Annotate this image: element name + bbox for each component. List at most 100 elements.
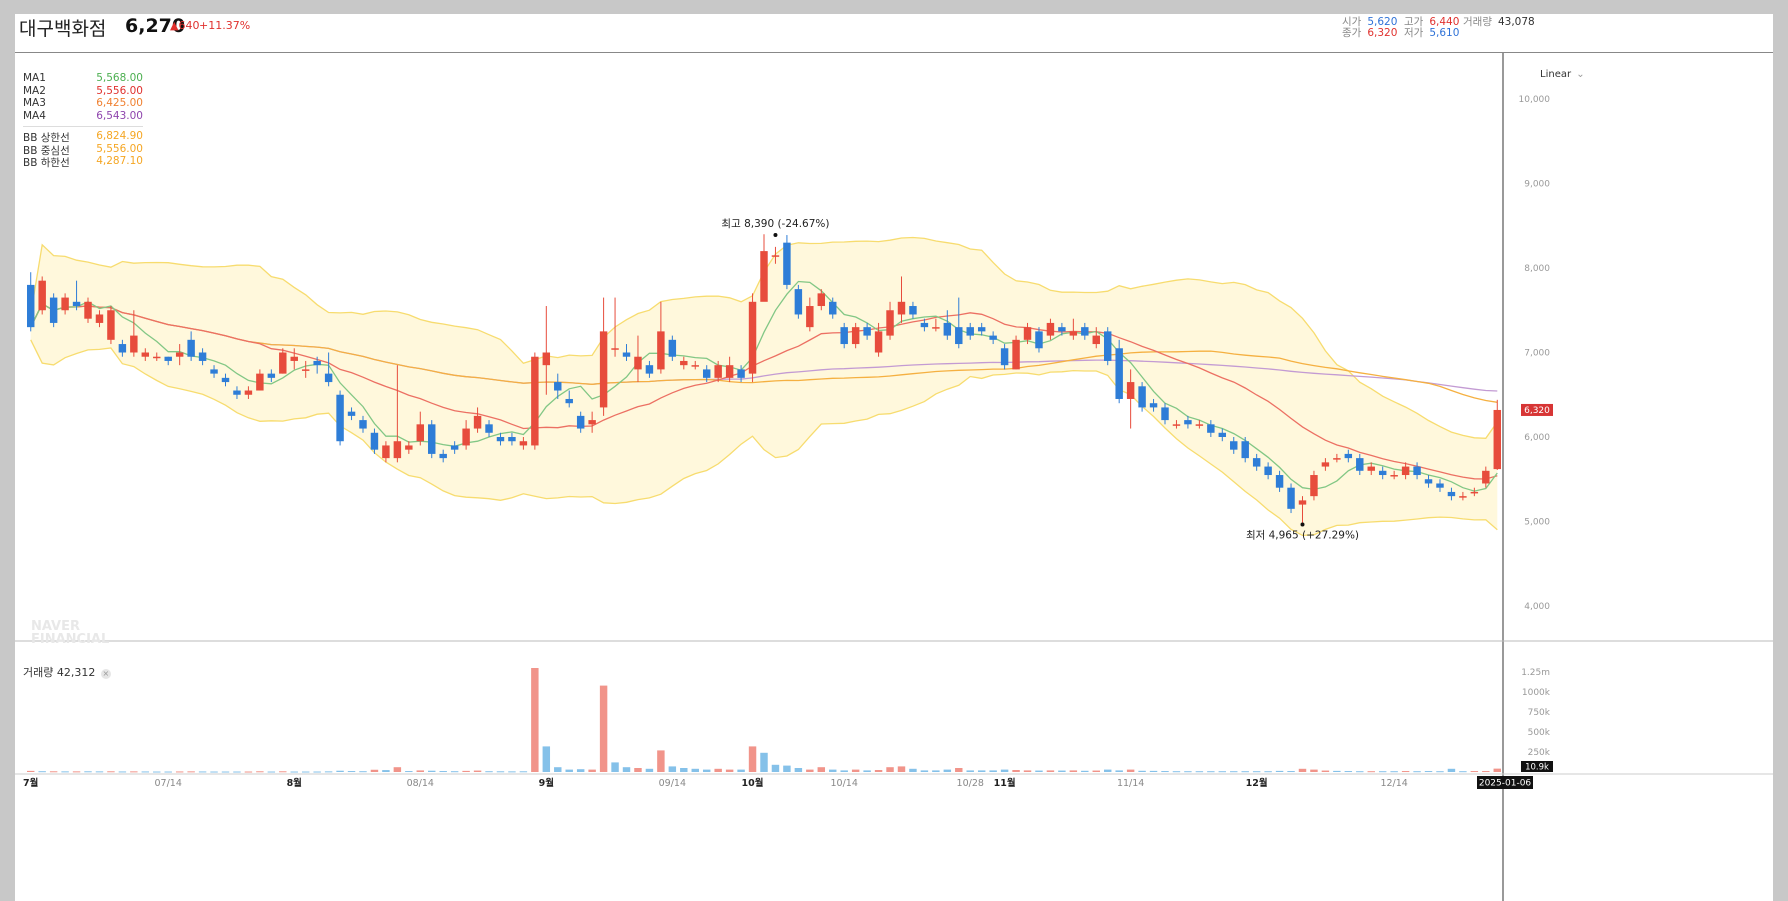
candle (175, 352, 184, 357)
candle (1401, 466, 1410, 476)
annotation-label: 최고 8,390 (-24.67%) (721, 218, 829, 230)
volume-bar (897, 766, 906, 772)
volume-bar (1287, 771, 1295, 773)
volume-bar (851, 769, 860, 772)
volume-bar (27, 770, 35, 772)
candle (634, 356, 642, 370)
candle (783, 242, 791, 285)
volume-bar (668, 766, 677, 772)
volume-bar (405, 771, 413, 773)
candle (1000, 348, 1009, 366)
candle (1264, 466, 1272, 476)
volume-bar (1436, 771, 1444, 773)
candle (645, 365, 654, 374)
volume-bar (290, 771, 298, 773)
volume-bar (450, 771, 459, 773)
candle (393, 441, 402, 459)
volume-bar (1138, 770, 1146, 772)
volume-bar (1241, 771, 1249, 773)
candle (279, 352, 287, 374)
candle (221, 377, 230, 383)
x-tick-label: 9월 (539, 777, 554, 789)
volume-bar (496, 771, 505, 773)
bb-lower-line (30, 339, 1498, 537)
candle (1390, 475, 1398, 477)
candle (301, 369, 310, 371)
volume-bar (1344, 771, 1353, 773)
candle (370, 432, 379, 450)
candle (1138, 386, 1146, 408)
volume-bar (1459, 771, 1467, 773)
candle (244, 390, 253, 395)
candle (439, 453, 447, 459)
chart-window: 대구백화점 6,270 ▲640 +11.37% 시가 5,620 고가 6,440 거… (15, 14, 1773, 901)
candle (702, 369, 711, 378)
volume-bar (1081, 770, 1089, 772)
candle (416, 424, 425, 442)
candle (107, 310, 115, 340)
price-chart[interactable]: 최고 8,390 (-24.67%) 최저 4,965 (+27.29%) 4,00… (15, 14, 1773, 901)
candle (1218, 432, 1227, 437)
candle (1321, 462, 1330, 467)
candle (599, 331, 608, 408)
volume-bar (1310, 769, 1318, 772)
candle (1275, 475, 1284, 488)
stock-name: 대구백화점 (19, 18, 107, 40)
candle (909, 306, 917, 315)
candle (405, 445, 413, 450)
candle (95, 314, 104, 323)
ohlc-item: 저가 5,610 (1404, 27, 1460, 39)
scale-mode-button[interactable]: Linear ⌄ (1540, 69, 1585, 80)
candle (1161, 407, 1169, 421)
volume-bar (783, 765, 791, 772)
volume-bar (691, 768, 699, 772)
candle (1103, 331, 1112, 361)
price-change-percent: +11.37% (199, 19, 251, 32)
candle (725, 365, 734, 378)
candle (622, 352, 631, 357)
volume-tick-label: 1.25m (1521, 668, 1550, 678)
volume-bar (72, 771, 81, 773)
volume-tag-text: 10.9k (1525, 763, 1549, 773)
volume-bar (920, 770, 929, 772)
y-tick-label: 6,000 (1524, 433, 1550, 443)
candle (840, 327, 848, 345)
volume-bar (130, 771, 138, 773)
candle (1413, 466, 1421, 476)
volume-bar (1035, 770, 1043, 772)
volume-bar (324, 771, 333, 773)
volume-bar (714, 768, 722, 772)
volume-bar (1184, 771, 1192, 773)
close-icon[interactable]: × (100, 669, 111, 679)
volume-bar (187, 771, 195, 773)
volume-bar (1230, 771, 1238, 773)
candle (210, 369, 218, 374)
annotation-dot (773, 233, 778, 238)
candle (38, 280, 46, 311)
candle (1287, 487, 1295, 509)
candle (1069, 331, 1078, 336)
x-tick-label: 10/28 (957, 778, 984, 789)
candle (794, 289, 803, 315)
ma3-line (30, 302, 1498, 403)
candle (863, 327, 871, 336)
volume-bar (989, 770, 997, 772)
volume-bar (153, 771, 161, 773)
volume-bar (164, 771, 172, 773)
x-tick-label: 8월 (287, 777, 302, 789)
candle (1470, 491, 1479, 494)
volume-bar (118, 771, 127, 773)
candle (897, 301, 906, 315)
candle (1023, 327, 1032, 340)
candle (817, 293, 826, 307)
candle (1035, 331, 1043, 349)
y-tick-label: 5,000 (1524, 518, 1550, 528)
volume-tag (1521, 761, 1553, 772)
candle (1012, 339, 1020, 370)
candle (531, 356, 539, 446)
candle (611, 348, 619, 350)
volume-bar (863, 770, 871, 772)
volume-bar (737, 769, 745, 772)
volume-bar (1298, 768, 1307, 772)
candle (84, 301, 92, 319)
